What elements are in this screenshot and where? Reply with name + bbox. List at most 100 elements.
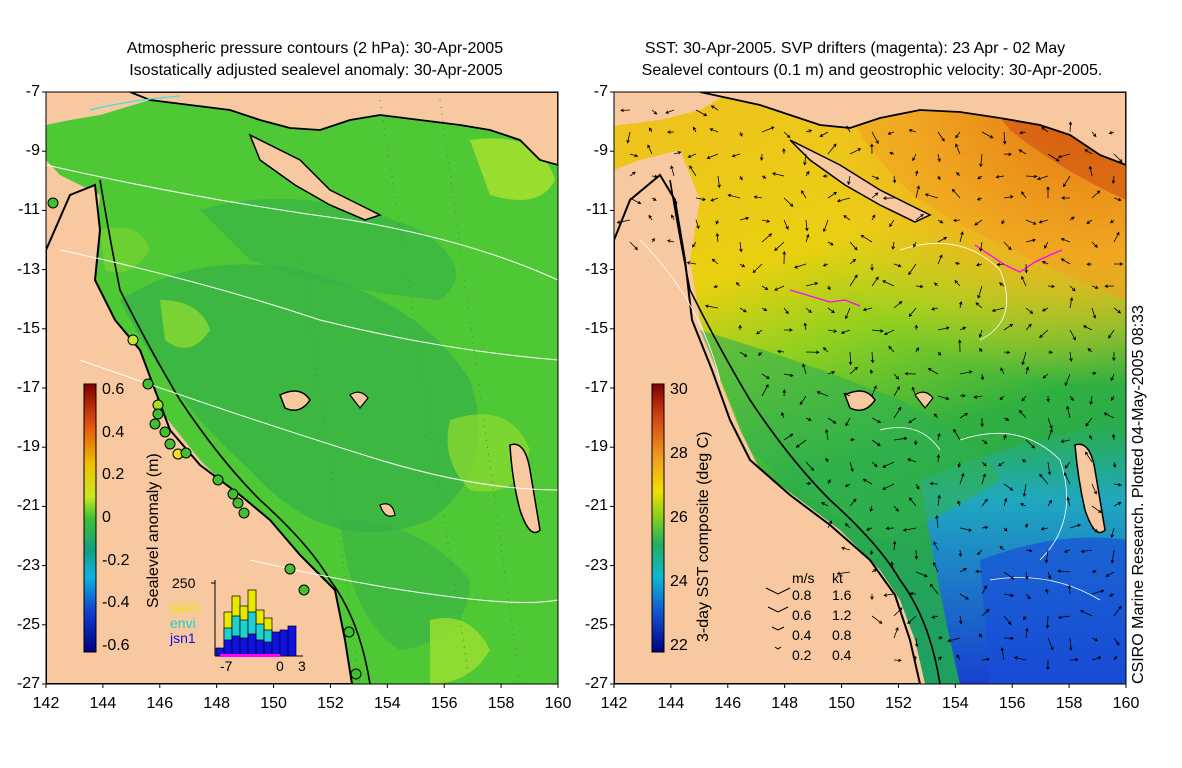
velocity-arrow bbox=[629, 197, 642, 204]
velocity-arrow bbox=[771, 172, 785, 177]
velocity-arrow bbox=[937, 432, 941, 441]
velocity-arrow bbox=[827, 191, 838, 199]
velocity-arrow bbox=[695, 219, 700, 230]
velocity-arrow bbox=[673, 151, 682, 155]
right-lat-tick: -25 bbox=[584, 615, 608, 633]
velocity-arrow bbox=[908, 417, 917, 424]
velocity-arrow bbox=[819, 131, 829, 137]
velocity-arrow bbox=[1003, 350, 1011, 355]
velocity-arrow bbox=[927, 368, 939, 375]
velocity-arrow bbox=[959, 326, 967, 331]
velocity-arrow bbox=[1080, 549, 1093, 553]
right-lon-tick: 152 bbox=[885, 695, 912, 712]
velocity-arrow bbox=[782, 389, 786, 397]
left-colorbar-tick: -0.6 bbox=[102, 637, 130, 654]
velocity-arrow bbox=[955, 171, 961, 177]
left-lon-tick: 156 bbox=[430, 695, 458, 712]
velocity-arrow bbox=[891, 241, 896, 250]
velocity-legend-header-kt: kt bbox=[832, 570, 843, 586]
credit-text: CSIRO Marine Research. Plotted 04-May-20… bbox=[1130, 305, 1147, 684]
velocity-arrow bbox=[616, 219, 631, 224]
velocity-arrow bbox=[1082, 325, 1093, 331]
velocity-arrow bbox=[844, 483, 851, 487]
velocity-arrow bbox=[1003, 527, 1008, 532]
velocity-arrow bbox=[1021, 395, 1027, 402]
velocity-legend-arrows bbox=[765, 587, 791, 650]
velocity-arrow bbox=[1113, 502, 1122, 507]
velocity-arrow bbox=[1003, 241, 1012, 251]
velocity-arrow bbox=[799, 395, 807, 406]
velocity-arrow bbox=[937, 395, 950, 401]
velocity-arrow bbox=[1045, 615, 1050, 629]
velocity-arrow bbox=[783, 219, 789, 230]
velocity-arrow bbox=[1003, 417, 1010, 421]
left-colorbar-tick: 0.6 bbox=[102, 381, 125, 398]
velocity-arrow bbox=[849, 274, 858, 287]
velocity-arrow bbox=[805, 170, 810, 177]
velocity-arrow bbox=[977, 285, 983, 299]
velocity-arrow bbox=[981, 439, 988, 444]
velocity-arrow bbox=[936, 454, 941, 463]
velocity-arrow bbox=[693, 126, 697, 133]
velocity-arrow bbox=[1111, 433, 1116, 441]
velocity-arrow bbox=[793, 263, 807, 269]
velocity-arrow bbox=[981, 525, 989, 530]
velocity-arrow bbox=[870, 143, 874, 155]
velocity-arrow bbox=[841, 546, 851, 551]
velocity-arrow bbox=[827, 285, 831, 291]
velocity-arrow bbox=[713, 284, 719, 289]
right-lat-tick: -7 bbox=[593, 83, 608, 100]
velocity-arrow bbox=[913, 655, 918, 661]
velocity-arrow bbox=[975, 569, 983, 574]
velocity-arrow bbox=[1021, 275, 1027, 287]
velocity-arrow bbox=[914, 637, 919, 648]
velocity-arrow bbox=[1018, 409, 1027, 419]
velocity-arrow bbox=[955, 131, 961, 139]
left-lat-tick: -27 bbox=[16, 675, 40, 692]
velocity-arrow bbox=[1068, 121, 1073, 133]
velocity-arrow bbox=[651, 237, 655, 243]
velocity-arrow bbox=[937, 351, 942, 356]
velocity-arrow bbox=[991, 307, 1005, 312]
velocity-arrow bbox=[1024, 263, 1029, 274]
velocity-arrow bbox=[666, 239, 675, 243]
velocity-arrow bbox=[933, 282, 939, 287]
velocity-arrow bbox=[882, 280, 895, 287]
velocity-arrow bbox=[849, 438, 855, 442]
velocity-arrow bbox=[761, 233, 773, 243]
velocity-arrow bbox=[836, 571, 851, 576]
velocity-arrow bbox=[1042, 373, 1049, 379]
velocity-arrow bbox=[1047, 153, 1060, 162]
velocity-arrow bbox=[883, 593, 895, 597]
right-lat-tick: -23 bbox=[584, 556, 608, 574]
velocity-arrow bbox=[893, 301, 903, 309]
velocity-arrow bbox=[739, 175, 743, 181]
velocity-arrow bbox=[1021, 351, 1027, 366]
left-colorbar-tick: -0.4 bbox=[102, 594, 130, 612]
velocity-arrow bbox=[998, 282, 1005, 287]
velocity-arrow bbox=[871, 568, 878, 573]
velocity-arrow bbox=[937, 237, 948, 243]
velocity-arrow bbox=[870, 351, 875, 364]
velocity-arrow bbox=[825, 457, 829, 463]
velocity-arrow bbox=[727, 193, 741, 199]
velocity-arrow bbox=[959, 231, 964, 243]
velocity-arrow bbox=[629, 171, 636, 177]
velocity-arrow bbox=[629, 241, 638, 251]
right-lon-tick: 156 bbox=[998, 695, 1026, 712]
velocity-arrow bbox=[1001, 219, 1005, 225]
velocity-arrow bbox=[803, 153, 807, 166]
left-colorbar bbox=[83, 383, 97, 653]
histogram-xtick-mid: 0 bbox=[276, 658, 284, 674]
velocity-arrow bbox=[686, 261, 697, 265]
velocity-arrow bbox=[1025, 219, 1037, 225]
velocity-arrow bbox=[673, 197, 678, 205]
histogram-ytick: 250 bbox=[172, 575, 196, 591]
velocity-arrow bbox=[1091, 527, 1099, 533]
velocity-arrow bbox=[629, 153, 639, 158]
velocity-arrow bbox=[914, 324, 918, 331]
velocity-arrow bbox=[871, 329, 884, 333]
velocity-arrow bbox=[1025, 307, 1034, 314]
velocity-arrow bbox=[1060, 258, 1071, 265]
velocity-arrow bbox=[692, 241, 697, 248]
